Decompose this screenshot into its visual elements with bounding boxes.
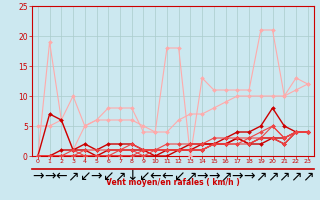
X-axis label: Vent moyen/en rafales ( km/h ): Vent moyen/en rafales ( km/h )	[106, 178, 240, 187]
